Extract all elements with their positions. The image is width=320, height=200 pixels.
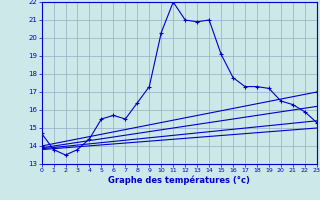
X-axis label: Graphe des températures (°c): Graphe des températures (°c) [108, 176, 250, 185]
